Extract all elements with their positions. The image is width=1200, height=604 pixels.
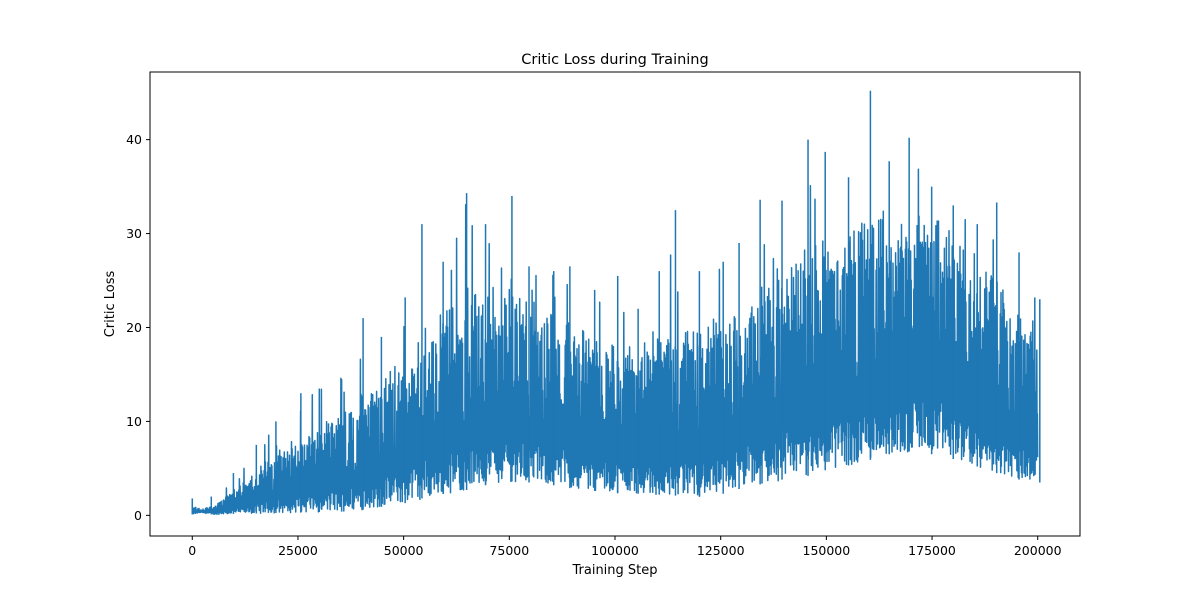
y-tick-label: 10 [126, 414, 142, 429]
y-tick-label: 0 [134, 508, 142, 523]
x-axis: 0 25000 50000 75000 100000 125000 150000 175000… [188, 536, 1062, 558]
x-tick-label: 175000 [908, 543, 956, 558]
y-axis: 0 10 20 30 40 [126, 132, 150, 523]
y-tick-label: 40 [126, 132, 142, 147]
x-tick-label: 50000 [384, 543, 424, 558]
y-axis-label: Critic Loss [103, 271, 118, 338]
y-tick-label: 20 [126, 320, 142, 335]
y-tick-label: 30 [126, 226, 142, 241]
x-tick-label: 200000 [1014, 543, 1062, 558]
x-tick-label: 75000 [489, 543, 529, 558]
x-tick-label: 100000 [591, 543, 639, 558]
x-tick-label: 150000 [803, 543, 851, 558]
plot-layer [191, 90, 1041, 516]
x-tick-label: 0 [188, 543, 196, 558]
x-tick-label: 125000 [697, 543, 745, 558]
x-tick-label: 25000 [278, 543, 318, 558]
chart-title: Critic Loss during Training [521, 52, 708, 68]
x-axis-label: Training Step [571, 563, 657, 578]
critic-loss-line [191, 168, 1039, 516]
